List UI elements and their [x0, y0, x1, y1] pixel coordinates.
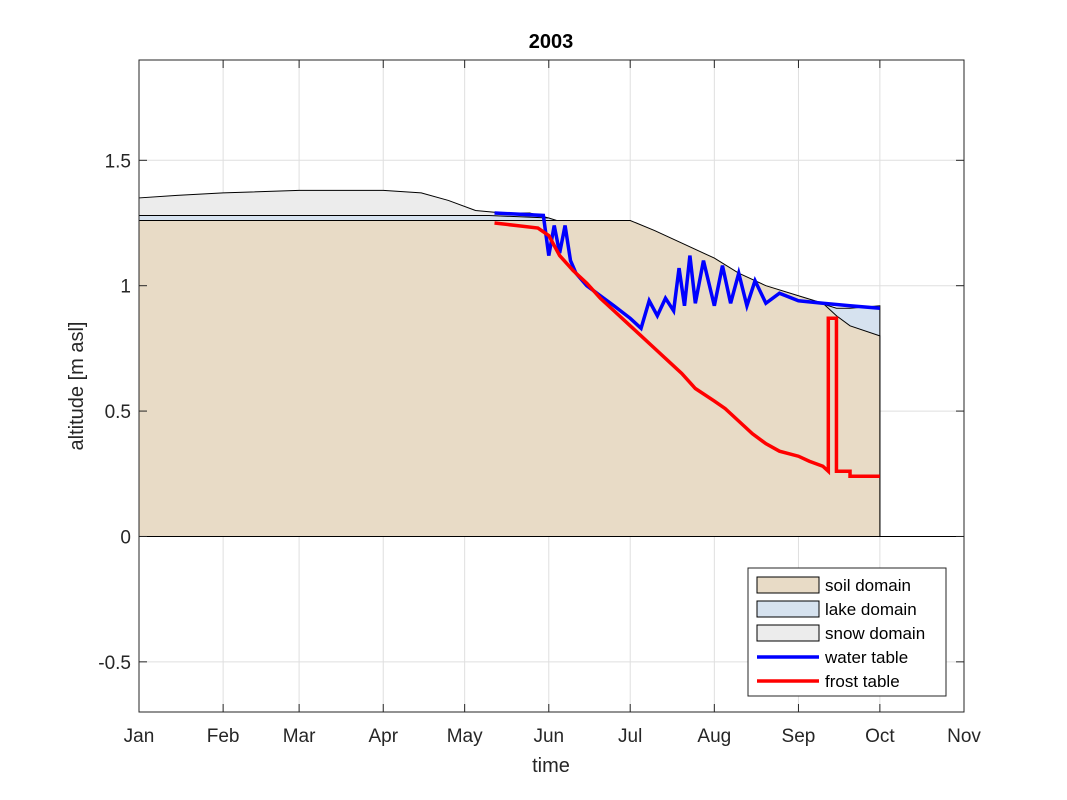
legend-label-frost-table: frost table [825, 672, 900, 691]
x-tick-label: Feb [207, 726, 240, 747]
x-tick-labels: Jan Feb Mar Apr May Jun Jul Aug Sep Oct Nov [124, 726, 982, 747]
x-tick-label: May [447, 726, 483, 747]
legend-label-lake-domain: lake domain [825, 600, 917, 619]
y-tick-label: -0.5 [98, 653, 131, 674]
legend: soil domain lake domain snow domain water t… [747, 567, 947, 697]
y-axis-label: altitude [m asl] [66, 322, 88, 451]
table-lines [494, 211, 881, 479]
x-tick-label: Jan [124, 726, 155, 747]
legend-label-water-table: water table [824, 648, 908, 667]
legend-swatch-snow-domain [756, 624, 820, 642]
y-tick-label: 0 [120, 527, 131, 548]
water-table-line [494, 211, 881, 332]
plot-frame [138, 59, 965, 713]
y-tick-label: 1 [120, 277, 131, 298]
chart-title: 2003 [529, 31, 574, 53]
x-tick-label: Jul [618, 726, 642, 747]
y-tick-labels: -0.5 0 0.5 1 1.5 [98, 151, 131, 674]
legend-swatch-soil-domain [756, 576, 820, 594]
x-tick-label: Aug [697, 726, 731, 747]
x-tick-label: Oct [865, 726, 895, 747]
legend-label-snow-domain: snow domain [825, 624, 925, 643]
x-tick-label: Mar [283, 726, 316, 747]
x-tick-label: Nov [947, 726, 981, 747]
x-axis-label: time [532, 755, 570, 777]
y-tick-label: 0.5 [105, 402, 131, 423]
y-tick-label: 1.5 [105, 151, 131, 172]
legend-swatch-lake-domain [756, 600, 820, 618]
frost-table-line [494, 221, 880, 479]
x-tick-label: Jun [533, 726, 564, 747]
legend-label-soil-domain: soil domain [825, 576, 911, 595]
x-tick-label: Apr [368, 726, 398, 747]
x-tick-label: Sep [782, 726, 816, 747]
axis-ticks [138, 60, 965, 712]
